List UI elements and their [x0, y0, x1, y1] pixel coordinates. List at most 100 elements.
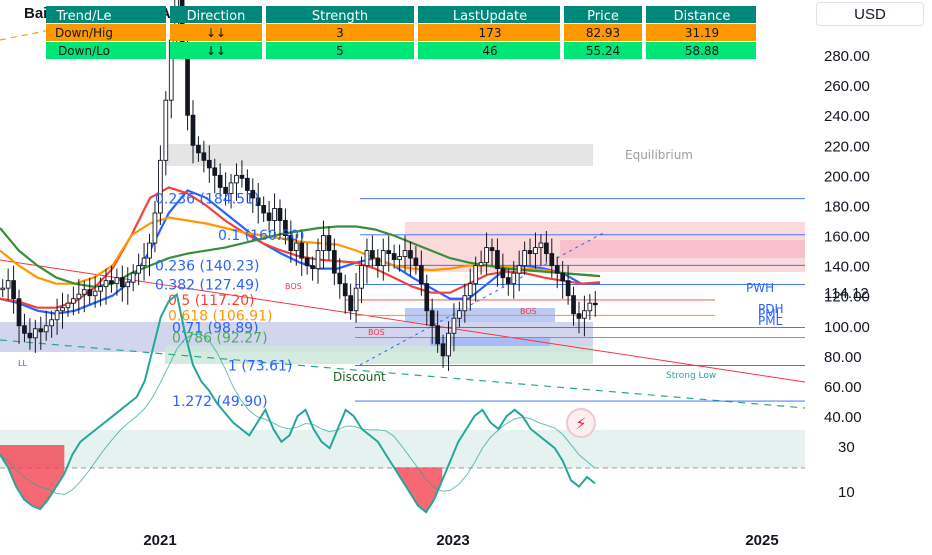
candle [484, 247, 489, 264]
candle [342, 283, 348, 297]
candle [538, 242, 544, 249]
candle [446, 332, 451, 357]
candle [98, 286, 103, 292]
candle [119, 277, 125, 288]
candle [467, 283, 473, 297]
table-header-text: Distance [674, 9, 731, 24]
fib-label: 0.5 (117.20) [168, 293, 255, 309]
discount-label: Discount [333, 370, 386, 384]
candle [364, 250, 370, 267]
price-tick: 180.00 [824, 198, 870, 215]
candle [49, 319, 54, 327]
candle [38, 328, 44, 333]
candle [337, 272, 343, 285]
candle [375, 257, 381, 267]
table-cell [646, 24, 756, 41]
table-cell [646, 42, 756, 59]
level-label: PWH [746, 281, 774, 295]
candle [587, 302, 593, 312]
table-cell-text: 82.93 [586, 26, 620, 40]
green-dashed-trendline [0, 339, 806, 409]
bos-label: BOS [285, 282, 302, 291]
table-cell-text: 5 [336, 44, 344, 58]
candle [315, 250, 321, 270]
table-cell-text: 3 [336, 26, 344, 40]
candle [5, 280, 11, 289]
candle [500, 268, 506, 279]
candle [11, 280, 16, 300]
lightning-icon[interactable]: ⚡ [566, 408, 596, 438]
candle [65, 302, 71, 309]
candle [16, 298, 22, 327]
table-cell [46, 24, 166, 41]
time-axis-label: 2023 [436, 532, 469, 549]
candle [549, 253, 555, 267]
candle [43, 325, 49, 333]
table-cell [266, 42, 414, 59]
candle [462, 295, 468, 312]
candle [136, 265, 141, 274]
candle [130, 272, 136, 283]
candle [239, 174, 245, 179]
table-cell-text: ↓↓ [206, 44, 226, 58]
rsi-band [0, 430, 805, 468]
candles-layer [0, 0, 598, 371]
level-label: PDH [758, 302, 784, 316]
table-cell-text: 58.88 [685, 44, 719, 58]
fib-label: 1 (73.61) [228, 358, 292, 374]
candle [353, 287, 359, 312]
equilibrium-zone [165, 144, 593, 166]
candle [81, 289, 87, 295]
candle [288, 235, 294, 252]
candle [71, 298, 76, 304]
candle [234, 174, 239, 184]
price-tick: 260.00 [824, 78, 870, 95]
annotation-layer: 0.236 (140.23) 0.382 (127.49)0.5 (117.20)… [18, 148, 784, 410]
table-cell-text: ↓↓ [206, 26, 226, 40]
candle [212, 167, 218, 176]
candle [261, 205, 267, 214]
candle [310, 265, 315, 270]
table-header-cell [46, 6, 166, 23]
table-cell-text: Down/Hig [55, 26, 113, 40]
table-cell [170, 42, 262, 59]
candle [402, 250, 408, 258]
candle [158, 159, 163, 214]
candle [299, 242, 305, 259]
candle [223, 186, 228, 194]
rsi-pane [0, 292, 805, 514]
current-price-label: 114.12 [824, 285, 869, 302]
candle [424, 283, 430, 312]
candle [0, 287, 6, 291]
candle [87, 289, 93, 297]
equilibrium-label: Equilibrium [625, 148, 693, 162]
price-tick: 160.00 [824, 229, 870, 246]
candle [245, 177, 250, 191]
table-header-cell [170, 6, 262, 23]
candle [163, 99, 169, 161]
candle [125, 281, 131, 288]
candle [571, 295, 576, 315]
candle [386, 250, 392, 255]
candle [418, 265, 424, 285]
fib-label: 0.382 (127.49) [155, 277, 259, 293]
price-tick: 200.00 [824, 168, 870, 185]
table-header-cell [418, 6, 560, 23]
table-cell [266, 24, 414, 41]
fib-label: 0.236 (184.51) [155, 192, 259, 208]
price-tick: 240.00 [824, 108, 870, 125]
table-cell-text: 55.24 [586, 44, 620, 58]
ll-label: LL [18, 359, 27, 368]
candle [440, 343, 446, 357]
candle [283, 220, 288, 236]
candle [413, 257, 419, 267]
price-tick: 220.00 [824, 138, 870, 155]
candle [391, 253, 397, 261]
currency-button[interactable]: USD [816, 2, 924, 26]
candle [54, 310, 60, 321]
table-cell-text: 173 [479, 26, 502, 40]
table-cell [564, 24, 642, 41]
candle [326, 235, 332, 252]
